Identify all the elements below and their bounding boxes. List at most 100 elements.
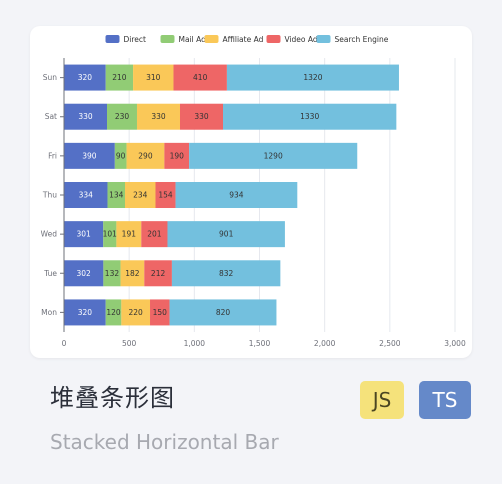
bar-data-label: 320 (78, 308, 93, 317)
bar-segment (155, 182, 176, 208)
bar-data-label: 934 (229, 191, 244, 200)
bar-segment (169, 299, 277, 326)
x-tick-label: 2,500 (379, 339, 401, 348)
legend-item[interactable]: Video Ad (266, 35, 318, 44)
bar-data-label: 320 (78, 73, 93, 82)
bar-data-label: 330 (78, 112, 93, 121)
bar-segment (121, 299, 151, 326)
bar-segment (171, 260, 281, 287)
bar-data-label: 201 (147, 230, 162, 239)
bar-segment (64, 299, 106, 326)
bar-segment (223, 103, 397, 130)
bar-segment (144, 260, 172, 287)
bar-data-label: 832 (219, 269, 234, 278)
bar-data-label: 1290 (264, 151, 283, 160)
bar-data-label: 1320 (303, 73, 322, 82)
bar-segment (136, 103, 180, 130)
legend-item[interactable]: Affiliate Ad (204, 35, 264, 44)
bar-segment (64, 260, 104, 287)
x-tick-label: 0 (62, 339, 67, 348)
bar-segment (126, 142, 165, 169)
bar-data-label: 302 (77, 269, 92, 278)
legend-swatch (204, 35, 219, 43)
bar-segment (175, 182, 298, 208)
bar-data-label: 101 (103, 230, 118, 239)
legend-swatch (316, 35, 331, 43)
bar-data-label: 410 (193, 73, 208, 82)
bar-segment (105, 64, 134, 91)
legend-item[interactable]: Search Engine (316, 35, 389, 44)
legend-item[interactable]: Mail Ad (160, 35, 207, 44)
bar-segment (64, 221, 104, 248)
x-tick-label: 1,500 (249, 339, 271, 348)
bar-data-label: 1330 (300, 112, 319, 121)
bar-segment (124, 182, 156, 208)
stacked-bar-chart: 320 120 220 150 820 302 132 182 212 832 301 101 191 2… (41, 35, 466, 348)
bar-data-label: 182 (125, 269, 140, 278)
bar-segment (114, 142, 127, 169)
legend-label: Mail Ad (179, 35, 207, 44)
bar-segment (64, 103, 108, 130)
bar-data-label: 190 (170, 151, 185, 160)
bar-segment (105, 299, 122, 326)
y-tick-label: Thu (42, 191, 57, 200)
bar-data-label: 390 (82, 151, 97, 160)
bar-data-label: 134 (109, 191, 124, 200)
bar-data-label: 132 (105, 269, 120, 278)
bar-segment (150, 299, 170, 326)
bar-data-label: 120 (106, 308, 121, 317)
bar-segment (103, 260, 121, 287)
chart-card: 320 120 220 150 820 302 132 182 212 832 301 101 191 2… (30, 26, 472, 358)
legend-swatch (105, 35, 120, 43)
bar-segment (189, 142, 358, 169)
bar-segment (64, 64, 106, 91)
bar-segment (64, 142, 115, 169)
x-tick-label: 500 (122, 339, 137, 348)
bar-data-label: 310 (146, 73, 161, 82)
bar-data-label: 150 (153, 308, 168, 317)
bar-segment (103, 221, 117, 248)
bar-data-label: 290 (138, 151, 153, 160)
js-badge-button[interactable]: JS (360, 381, 404, 419)
bar-segment (164, 142, 190, 169)
legend-swatch (266, 35, 281, 43)
bar-segment (226, 64, 399, 91)
legend-item[interactable]: Direct (105, 35, 147, 44)
x-tick-label: 1,000 (184, 339, 206, 348)
bar-segment (179, 103, 224, 130)
x-tick-label: 3,000 (444, 339, 466, 348)
y-tick-label: Mon (41, 308, 57, 317)
bar-segment (120, 260, 145, 287)
y-tick-label: Sat (45, 112, 57, 121)
bar-segment (64, 182, 108, 208)
bar-data-label: 90 (116, 151, 126, 160)
y-tick-label: Tue (43, 269, 57, 278)
bar-data-label: 334 (79, 191, 94, 200)
y-tick-label: Fri (48, 151, 57, 160)
bar-data-label: 330 (151, 112, 166, 121)
bar-data-label: 901 (219, 230, 234, 239)
bar-data-label: 154 (158, 191, 173, 200)
bar-data-label: 210 (112, 73, 127, 82)
legend-label: Affiliate Ad (223, 35, 264, 44)
bar-segment (141, 221, 168, 248)
bar-segment (173, 64, 227, 91)
bar-data-label: 330 (194, 112, 209, 121)
bar-data-label: 820 (216, 308, 231, 317)
bar-data-label: 220 (129, 308, 144, 317)
page-title: 堆叠条形图 (50, 384, 175, 412)
bar-segment (167, 221, 285, 248)
bar-data-label: 212 (151, 269, 166, 278)
legend-label: Search Engine (335, 35, 389, 44)
y-tick-label: Sun (43, 73, 58, 82)
bar-segment (107, 182, 125, 208)
ts-badge-button[interactable]: TS (419, 381, 471, 419)
legend-swatch (160, 35, 175, 43)
bar-data-label: 230 (115, 112, 130, 121)
page-subtitle: Stacked Horizontal Bar (50, 430, 279, 454)
legend-label: Video Ad (285, 35, 318, 44)
bar-data-label: 191 (122, 230, 137, 239)
bar-segment (107, 103, 137, 130)
bar-data-label: 301 (76, 230, 91, 239)
y-tick-label: Wed (41, 230, 58, 239)
